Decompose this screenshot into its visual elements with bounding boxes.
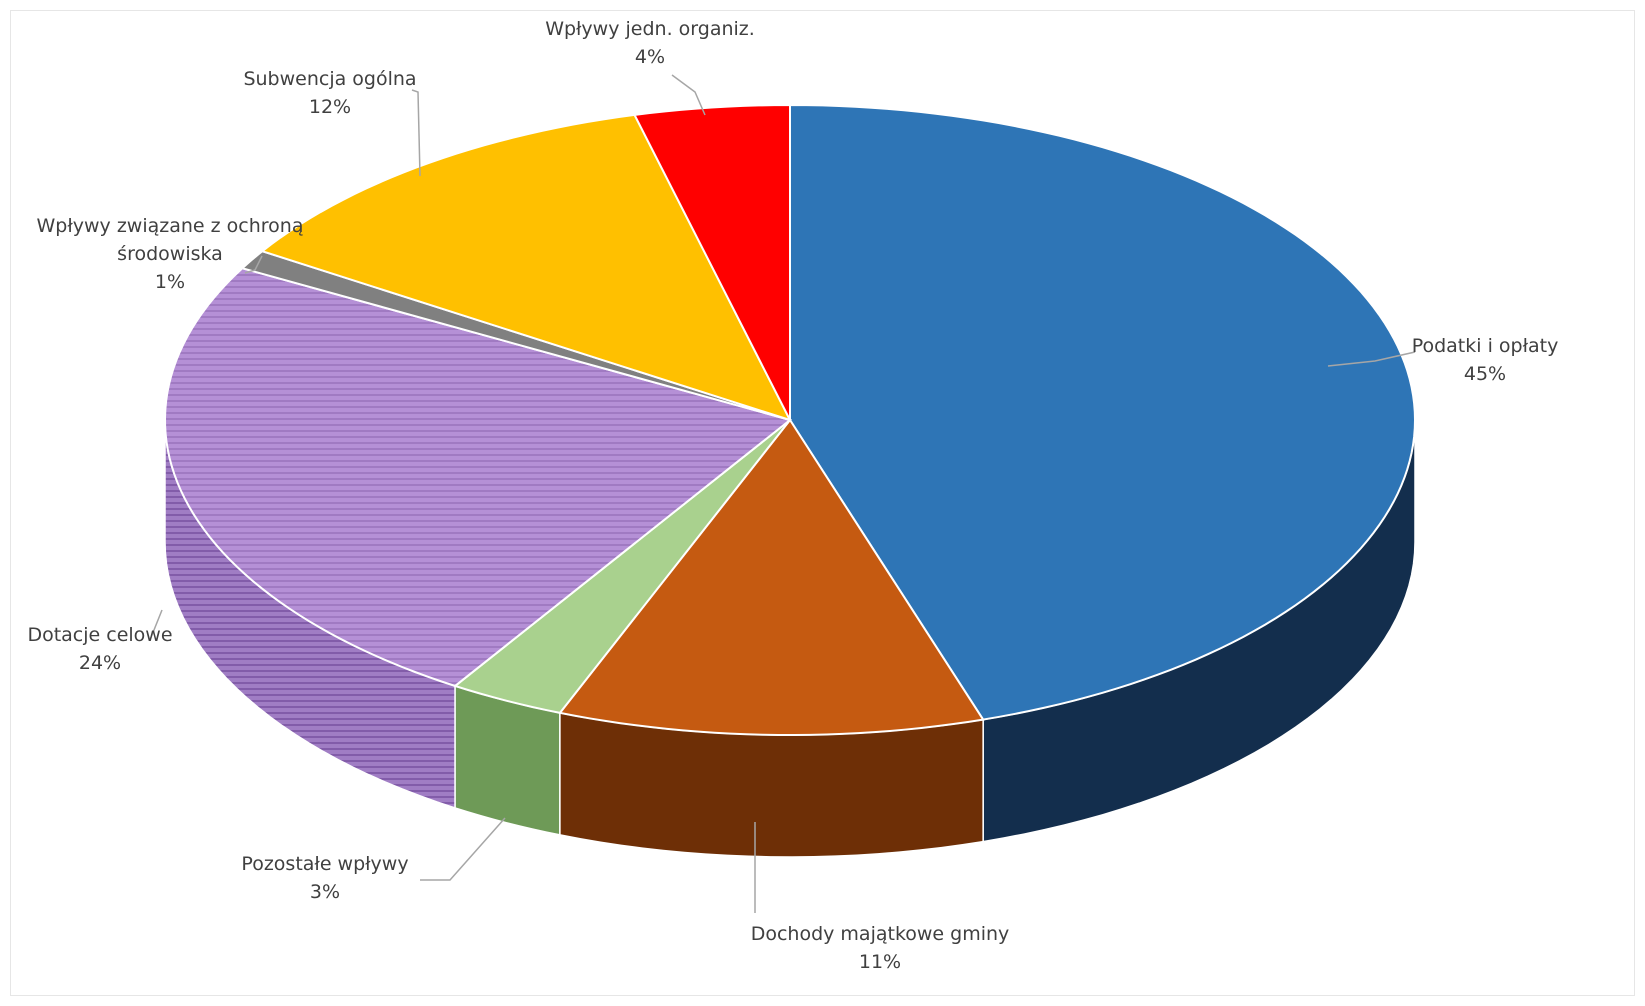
slice-category-label: Subwencja ogólna: [243, 68, 416, 90]
pie-slice-wplywy-jedn-organiz: [633, 103, 791, 421]
pie-slice-dotacje-celowe: [164, 267, 793, 688]
pie-tops: [164, 103, 1417, 736]
slice-value-label: 11%: [859, 951, 901, 973]
pie-slice-wplywy-zwiazane-z-ochrona-srodowiska: [240, 250, 791, 421]
pie-slice-podatki-i-oplaty: [789, 103, 1417, 721]
slice-value-label: 45%: [1464, 363, 1506, 385]
pie-slice-pozostale-wplywy: [453, 419, 791, 714]
pie-sides: [164, 419, 1416, 858]
leader-line-wplywy-zwiazane-z-ochrona-srodowiska: [244, 255, 263, 274]
slice-category-label: Podatki i opłaty: [1412, 335, 1559, 357]
slice-value-label: 24%: [79, 652, 121, 674]
leader-line-subwencja-ogolna: [411, 89, 421, 177]
slice-label-podatki-i-oplaty: Podatki i opłaty 45%: [1412, 335, 1559, 385]
pie-slice-dochody-majatkowe-gminy: [558, 418, 985, 736]
slice-label-pozostale-wplywy: Pozostałe wpływy 3%: [241, 853, 408, 903]
slice-category-label: Pozostałe wpływy: [241, 853, 408, 875]
leader-lines: [149, 74, 1416, 913]
slice-label-wplywy-jedn-organiz: Wpływy jedn. organiz. 4%: [545, 18, 755, 68]
leader-line-wplywy-jedn-organiz: [671, 74, 706, 116]
slice-label-dotacje-celowe: Dotacje celowe 24%: [27, 624, 172, 674]
slice-category-label: Wpływy związane z ochroną: [37, 215, 304, 237]
slice-labels: Podatki i opłaty 45% Dochody majątkowe gmi…: [27, 18, 1558, 973]
slice-label-subwencja-ogolna: Subwencja ogólna 12%: [243, 68, 416, 118]
slice-category-label: Wpływy jedn. organiz.: [545, 18, 755, 40]
slice-category-label: środowiska: [117, 243, 223, 265]
leader-line-dotacje-celowe: [149, 609, 163, 641]
slice-value-label: 4%: [635, 46, 665, 68]
slice-label-dochody-majatkowe-gminy: Dochody majątkowe gminy 11%: [751, 923, 1010, 973]
leader-line-pozostale-wplywy: [420, 817, 506, 881]
slice-value-label: 12%: [309, 96, 351, 118]
slice-label-wplywy-zwiazane-z-ochrona-srodowiska: Wpływy związane z ochroną środowiska 1%: [37, 215, 304, 293]
leader-line-podatki-i-oplaty: [1327, 351, 1416, 367]
pie-slice-subwencja-ogolna: [260, 113, 792, 422]
chart-frame: [10, 10, 1635, 996]
slice-value-label: 1%: [155, 271, 185, 293]
slice-category-label: Dochody majątkowe gminy: [751, 923, 1010, 945]
slice-value-label: 3%: [310, 881, 340, 903]
slice-category-label: Dotacje celowe: [27, 624, 172, 646]
